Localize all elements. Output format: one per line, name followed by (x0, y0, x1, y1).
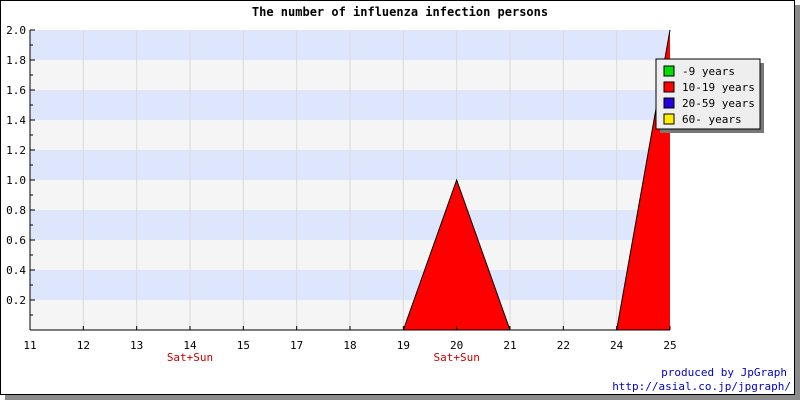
y-tick-label: 1.8 (6, 54, 26, 67)
y-tick-label: 1.0 (6, 174, 26, 187)
x-tick-label: 13 (130, 339, 143, 352)
legend-swatch (663, 81, 675, 93)
x-tick-label: 19 (397, 339, 410, 352)
legend-swatch (663, 113, 675, 125)
x-tick-label: 11 (23, 339, 36, 352)
legend-label: 60- years (682, 113, 742, 126)
chart-title: The number of influenza infection person… (252, 5, 548, 19)
x-tick-label: 18 (343, 339, 356, 352)
credit-line-1: produced by JpGraph (661, 366, 787, 379)
y-tick-label: 1.4 (6, 114, 26, 127)
x-tick-label: 12 (77, 339, 90, 352)
legend: -9 years 10-19 years 20-59 years 60- years (655, 58, 764, 133)
legend-label: -9 years (682, 65, 735, 78)
y-tick-label: 1.6 (6, 84, 26, 97)
x-tick-label: 21 (503, 339, 516, 352)
x-tick-sublabel: Sat+Sun (167, 351, 213, 364)
legend-swatch (663, 65, 675, 77)
legend-label: 10-19 years (682, 81, 755, 94)
y-tick-label: 2.0 (6, 24, 26, 37)
y-tick-label: 1.2 (6, 144, 26, 157)
x-tick-label: 20 (450, 339, 463, 352)
y-tick-label: 0.6 (6, 234, 26, 247)
x-tick-label: 25 (663, 339, 676, 352)
credit-line-2: http://asial.co.jp/jpgraph/ (612, 380, 791, 393)
x-tick-label: 14 (183, 339, 197, 352)
x-tick-sublabel: Sat+Sun (433, 351, 479, 364)
x-tick-label: 15 (237, 339, 250, 352)
y-tick-label: 0.8 (6, 204, 26, 217)
y-tick-label: 0.4 (6, 264, 26, 277)
y-axis-ticks: 0.2 0.4 0.6 0.8 1.0 1.2 1.4 1.6 1.8 2.0 (6, 24, 35, 316)
vertical-gridlines (82, 30, 618, 330)
x-tick-label: 17 (290, 339, 303, 352)
legend-label: 20-59 years (682, 97, 755, 110)
legend-swatch (663, 97, 675, 109)
x-tick-label: 24 (610, 339, 624, 352)
y-tick-label: 0.2 (6, 294, 26, 307)
x-tick-label: 22 (557, 339, 570, 352)
